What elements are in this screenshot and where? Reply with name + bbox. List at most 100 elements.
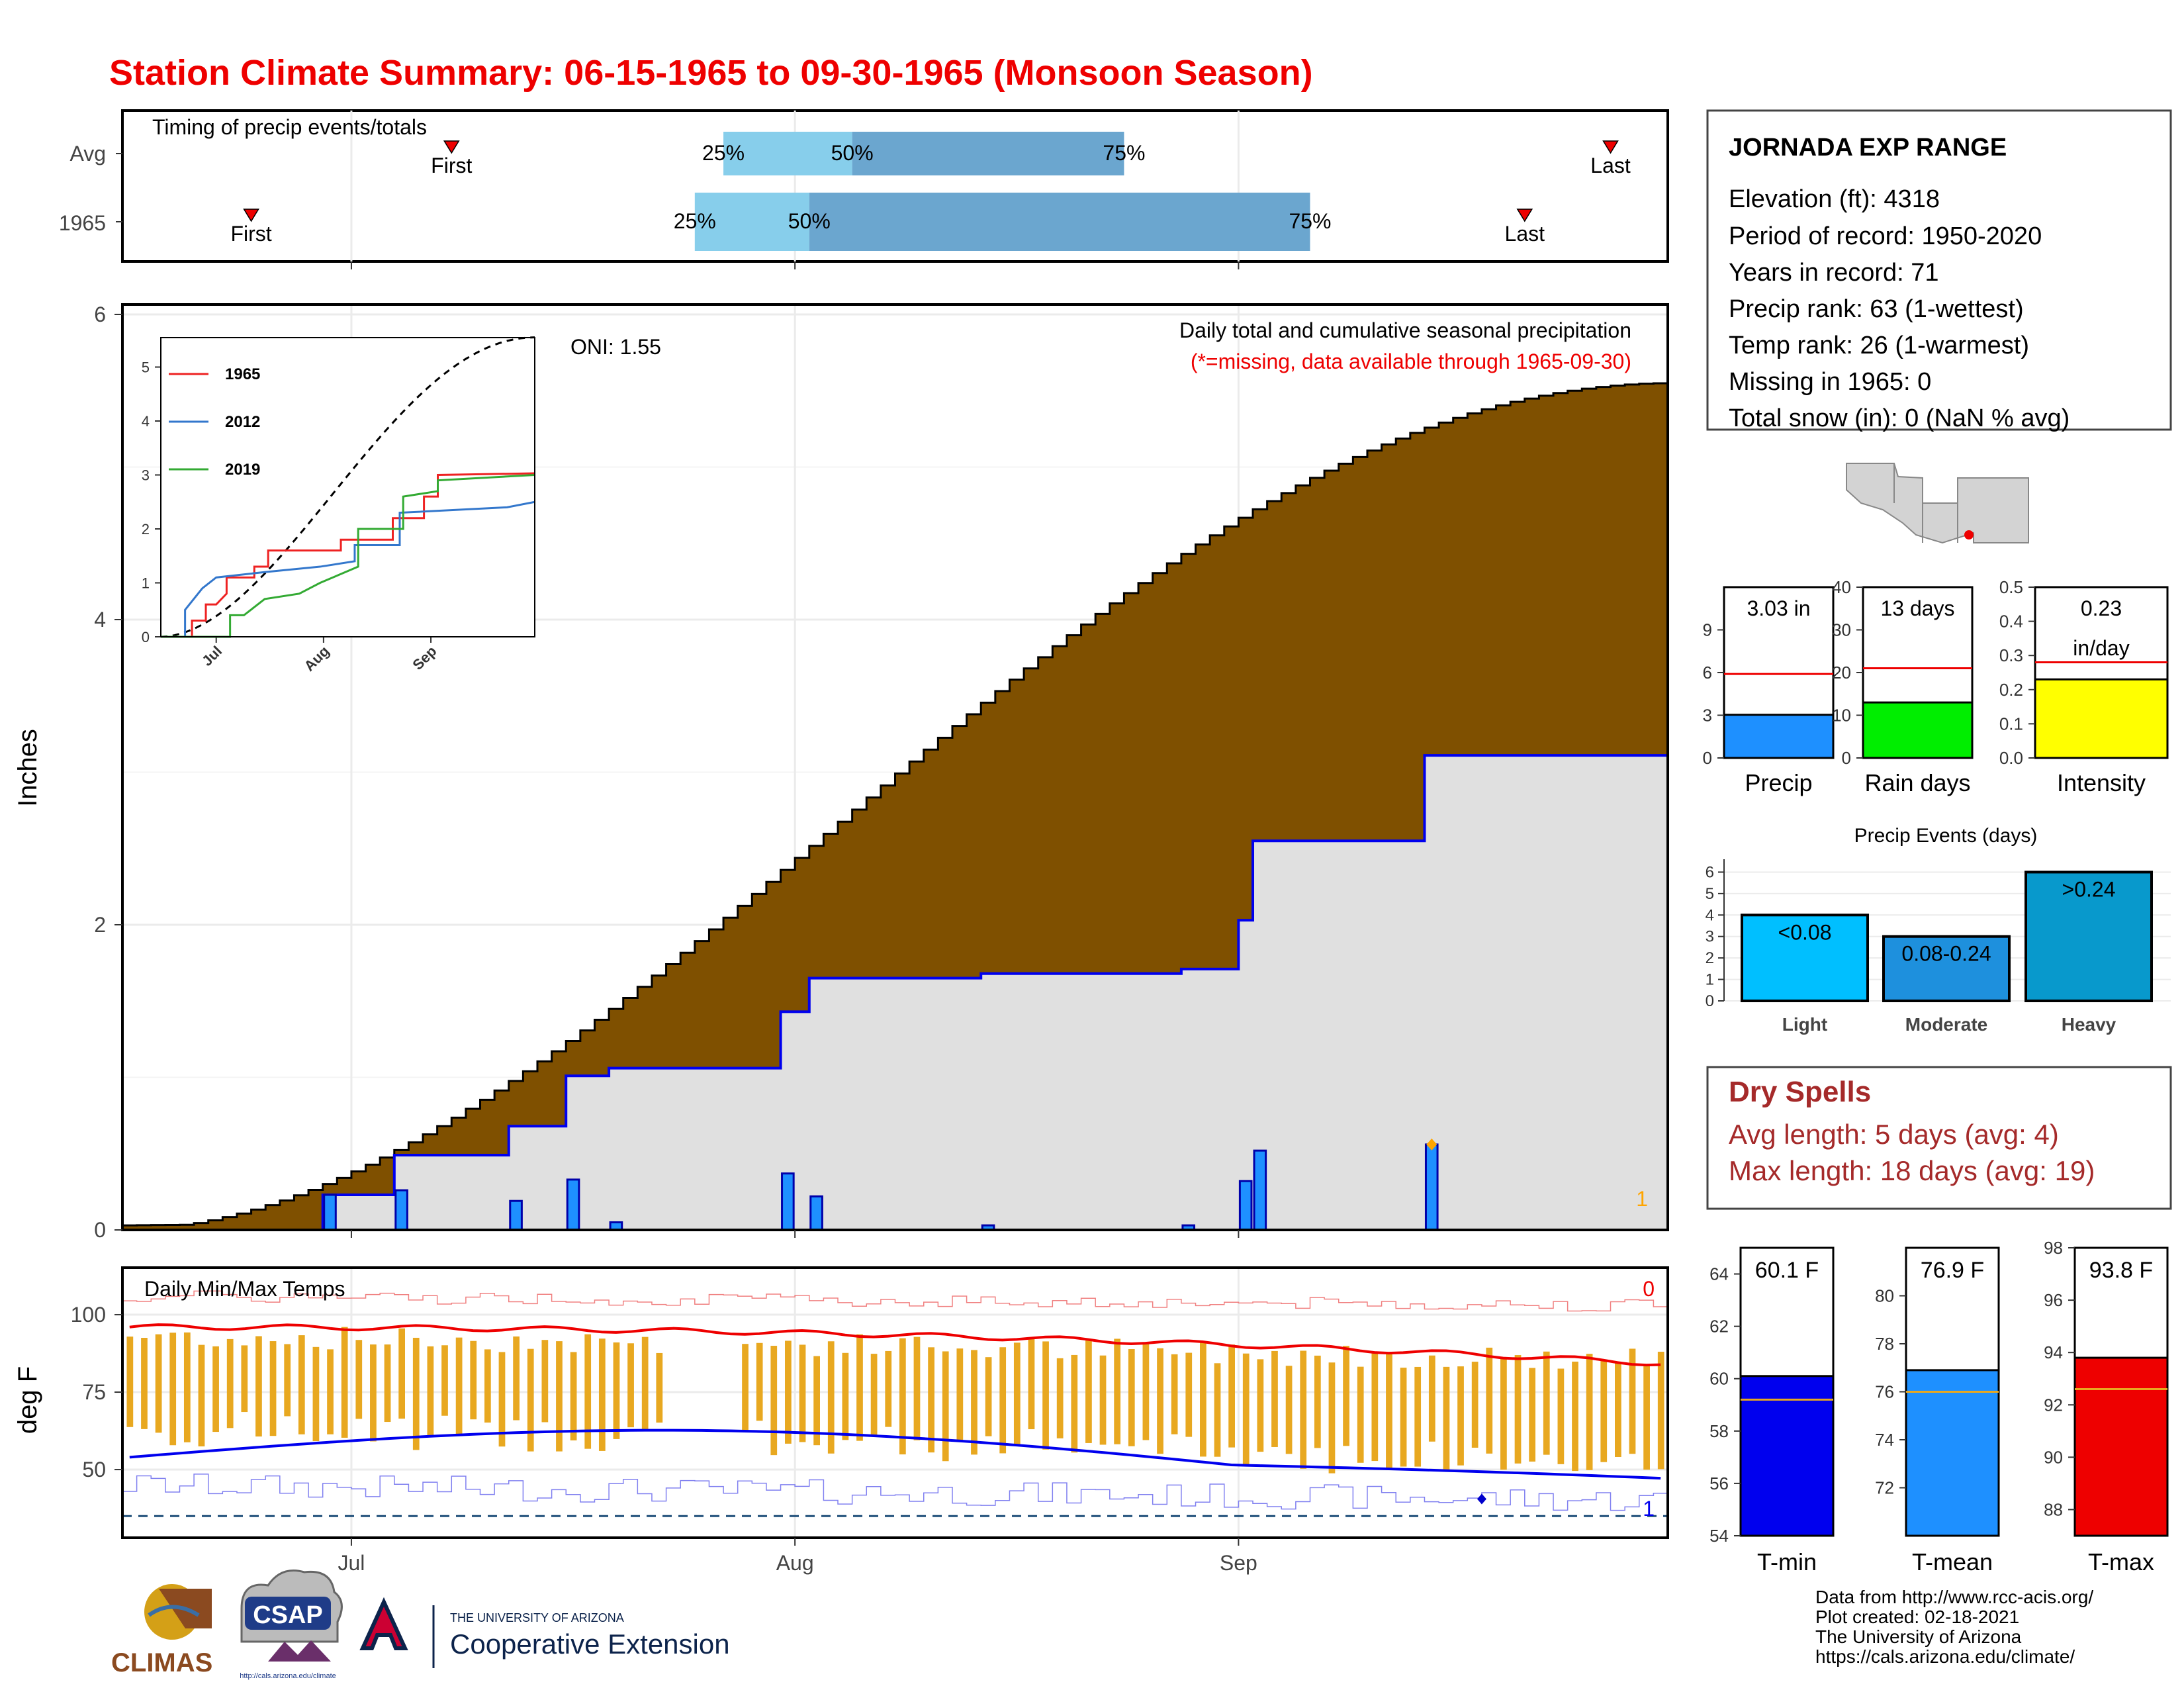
daily-temp-bar [398,1328,406,1419]
ua-logo: THE UNIVERSITY OF ARIZONA Cooperative Ex… [359,1597,730,1668]
ua-logo-small: THE UNIVERSITY OF ARIZONA [450,1611,624,1624]
mini-ytick-label: 0.0 [1999,748,2023,768]
events-bar-light [1741,914,1869,1002]
temp-ytick-label: 74 [1875,1430,1894,1450]
daily-precip-bar [509,1199,523,1231]
mini-ytick-label: 0 [1842,748,1851,768]
events-ytick-label: 0 [1706,992,1714,1010]
daily-temp-bar [942,1351,949,1462]
precip-ytick-label: 6 [94,303,106,326]
mini-ytick-label: 10 [1832,706,1851,726]
events-category-label: Moderate [1905,1014,1987,1035]
temp-ytick-label: 54 [1709,1526,1729,1546]
daily-temp-bar [1500,1358,1507,1470]
timing-bar-q2-1965 [809,193,1310,251]
events-category-label: Heavy [2062,1014,2116,1035]
events-ytick-label: 4 [1706,906,1714,924]
temp-ytick-label: 60 [1709,1369,1729,1389]
figure-title: Station Climate Summary: 06-15-1965 to 0… [109,53,1313,93]
inset-ytick-label: 0 [142,629,150,645]
daily-temp-bar [441,1345,448,1416]
daily-temp-bar [1157,1348,1163,1454]
daily-temp-bar [169,1333,177,1446]
daily-temp-bar [928,1347,934,1453]
timing-bar-q2-Avg [852,132,1124,175]
temp-ytick-label: 58 [1709,1421,1729,1441]
events-bar-label: 0.08-0.24 [1901,942,1991,966]
avg-min-line [129,1429,1661,1480]
daily-temp-bar [1629,1348,1636,1454]
climas-logo: CLIMAS [111,1584,212,1677]
daily-temp-bar [985,1357,992,1436]
daily-temp-bar [827,1341,835,1454]
mini-rain-days-bar [1862,701,1974,759]
mini-ytick-label: 0.1 [1999,714,2023,733]
daily-temp-bar [1257,1359,1264,1452]
mini-ytick-label: 3 [1703,706,1712,726]
credit-url: https://cals.arizona.edu/climate/ [1815,1646,2075,1667]
inset-legend-label: 2019 [225,461,260,479]
station-elevation: Elevation (ft): 4318 [1729,185,1940,213]
climas-logo-text: CLIMAS [111,1648,212,1677]
daily-temp-bar [1343,1346,1349,1446]
temp-ytick-label: 56 [1709,1474,1729,1493]
daily-temp-bar [327,1349,334,1434]
temp-value-label: 76.9 F [1921,1258,1984,1283]
daily-temp-bar [856,1334,863,1441]
month-label-jul: Jul [338,1551,365,1575]
temp-ytick-label: 94 [2044,1342,2063,1362]
inset-ytick-label: 3 [142,467,150,484]
daily-temp-bar [1099,1355,1107,1445]
temps-max-count: 0 [1643,1277,1655,1301]
daily-temp-bar [1514,1355,1522,1464]
csap-logo-url: http://cals.arizona.edu/climate [240,1672,336,1680]
mini-value-label: 13 days [1880,596,1954,620]
timing-label-75: 75% [1103,141,1145,165]
precip-ytick-label: 4 [94,608,106,632]
year-cumulative-line [122,754,1668,1231]
temp-ytick-label: 80 [1875,1286,1894,1306]
temp-value-label: 93.8 F [2089,1258,2153,1283]
daily-temp-bar [384,1344,391,1423]
temp-ytick-label: 96 [2044,1290,2063,1310]
daily-temp-bar [1085,1339,1092,1443]
daily-temp-bar [999,1347,1007,1454]
daily-temp-bar [1586,1354,1593,1470]
mini-ytick-label: 6 [1703,663,1712,682]
temp-ytick-label: 78 [1875,1334,1894,1354]
daily-temp-bar [570,1352,577,1440]
temps-panel: Daily Min/Max Temps 0 1 deg F 50 75 100 Jul… [13,1266,1669,1575]
daily-temp-bar [198,1344,205,1447]
temp-ytick-label: 76 [1875,1382,1894,1402]
daily-temp-bar [1543,1351,1550,1455]
precip-panel: 0 2 4 6 Inches Daily total and cumulative s… [13,261,1669,1242]
daily-temp-bar [1471,1362,1479,1448]
mini-value-label: 3.03 in [1747,596,1810,620]
daily-temp-bar [556,1341,563,1452]
inset-series-1965 [161,472,535,638]
station-missing: Missing in 1965: 0 [1729,368,1931,396]
station-name: JORNADA EXP RANGE [1729,134,2007,162]
daily-temp-bar [412,1337,420,1450]
mini-ytick-label: 0.5 [1999,577,2023,597]
timing-label-first: First [431,154,472,177]
daily-temp-bar [598,1338,606,1451]
daily-temp-bar [370,1344,377,1442]
station-precip-rank: Precip rank: 63 (1-wettest) [1729,295,2024,323]
events-bar-heavy [2025,870,2153,1003]
daily-temp-bar [1529,1368,1536,1462]
record-min-line [122,1474,1668,1511]
timing-marker-first [243,209,259,222]
daily-temp-bar [1400,1368,1407,1467]
temp-value-label: 60.1 F [1755,1258,1819,1283]
inset-legend-label: 2012 [225,413,260,431]
inset-ytick-label: 1 [142,575,150,592]
temp-axis-label: T-min [1757,1548,1817,1575]
timing-row-avg-label: Avg [69,142,106,165]
daily-temp-bar [971,1350,978,1455]
mini-ytick-label: 0.2 [1999,680,2023,700]
events-category-label: Light [1782,1014,1827,1035]
daily-temp-bar [1142,1342,1150,1440]
daily-temp-bar [255,1336,262,1437]
